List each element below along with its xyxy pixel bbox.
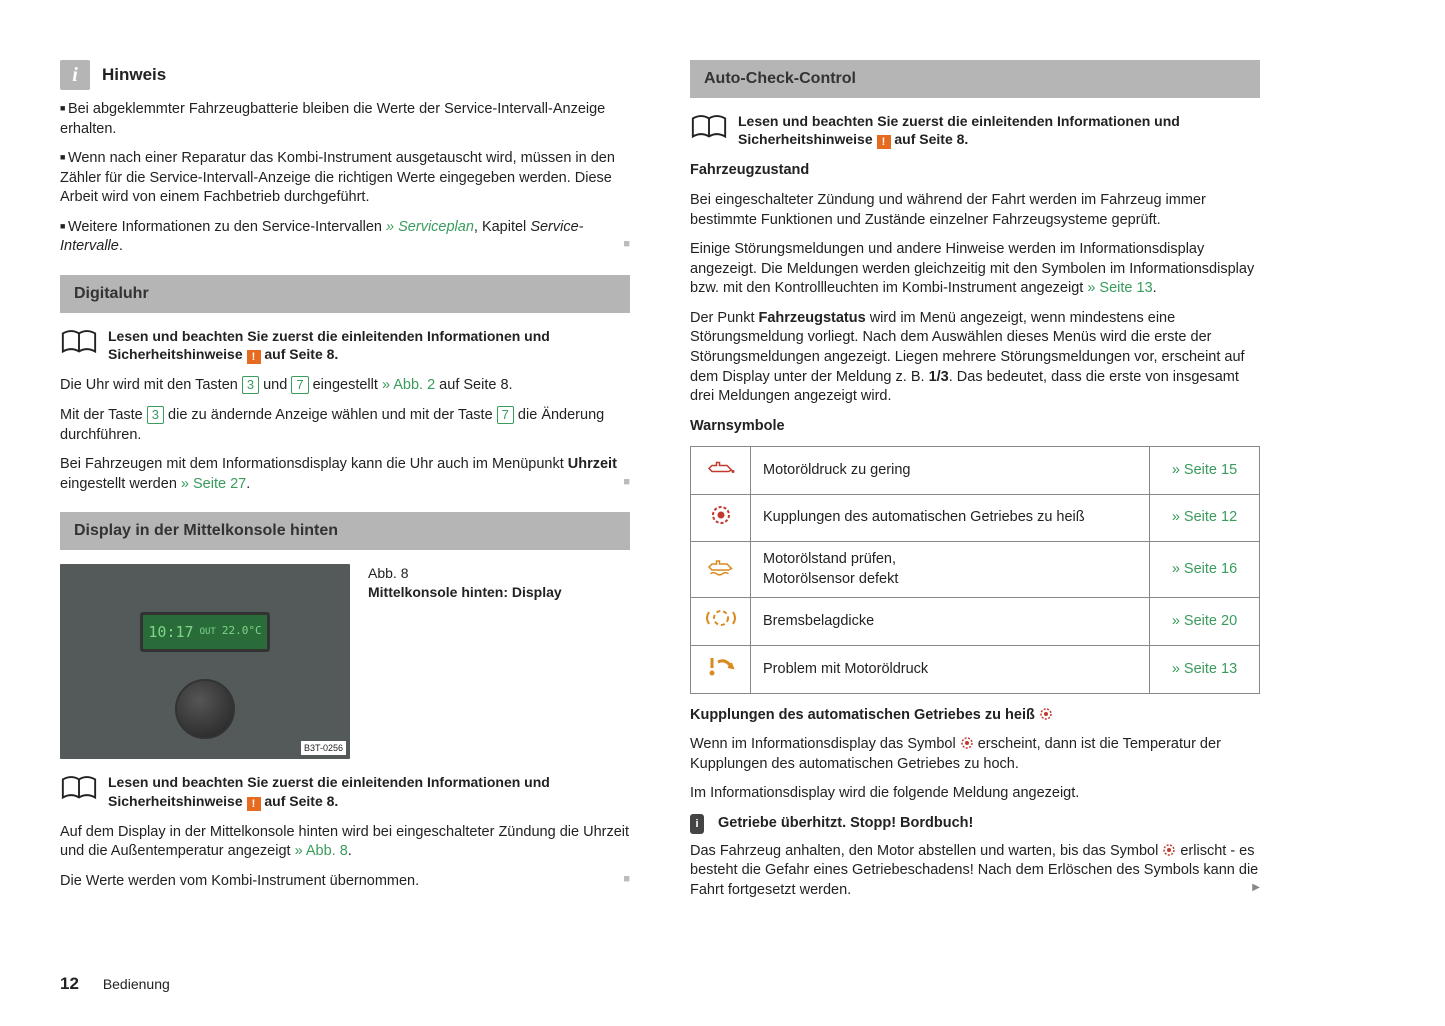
continue-arrow-icon: ▶ bbox=[1252, 881, 1260, 895]
table-cell: Bremsbelagdicke bbox=[751, 598, 1150, 646]
warnsymbole-heading: Warnsymbole bbox=[690, 417, 1260, 437]
book-icon bbox=[60, 773, 98, 810]
info-panel-icon: i bbox=[690, 814, 704, 834]
display-message: i Getriebe überhitzt. Stopp! Bordbuch! bbox=[690, 814, 1260, 834]
seite12-link[interactable]: » Seite 12 bbox=[1172, 509, 1237, 525]
section-display-mittelkonsole: Display in der Mittelkonsole hinten bbox=[60, 512, 630, 550]
chapter-name: Bedienung bbox=[103, 976, 170, 992]
read-first-box-3: Lesen und beachten Sie zuerst die einlei… bbox=[690, 112, 1260, 150]
warning-icon: ! bbox=[247, 350, 261, 364]
warning-icon: ! bbox=[247, 797, 261, 811]
abb8-link[interactable]: » Abb. 8 bbox=[295, 843, 348, 859]
digital-clock-p1: Die Uhr wird mit den Tasten 3 und 7 eing… bbox=[60, 376, 630, 396]
table-cell: Problem mit Motoröldruck bbox=[751, 646, 1150, 694]
table-row: Bremsbelagdicke » Seite 20 bbox=[691, 598, 1260, 646]
table-row: Motorölstand prüfen, Motorölsensor defek… bbox=[691, 542, 1260, 598]
hinweis-bullet-1: Bei abgeklemmter Fahrzeugbatterie bleibe… bbox=[60, 100, 630, 139]
seite20-link[interactable]: » Seite 20 bbox=[1172, 613, 1237, 629]
table-row: Motoröldruck zu gering » Seite 15 bbox=[691, 447, 1260, 495]
display-p2: Die Werte werden vom Kombi-Instrument üb… bbox=[60, 872, 630, 892]
digital-clock-p2: Mit der Taste 3 die zu ändernde Anzeige … bbox=[60, 406, 630, 445]
acc-p2: Einige Störungsmeldungen und andere Hinw… bbox=[690, 240, 1260, 299]
section-end-marker: ■ bbox=[623, 237, 630, 252]
section-digitaluhr: Digitaluhr bbox=[60, 275, 630, 313]
console-display: 10:17 OUT 22.0°C bbox=[140, 612, 270, 652]
read-first-box-1: Lesen und beachten Sie zuerst die einlei… bbox=[60, 327, 630, 365]
warn-symbols-table: Motoröldruck zu gering » Seite 15 Kupplu… bbox=[690, 446, 1260, 693]
table-row: Problem mit Motoröldruck » Seite 13 bbox=[691, 646, 1260, 694]
gear-icon bbox=[960, 736, 974, 750]
warning-icon: ! bbox=[877, 135, 891, 149]
clutch-p1: Wenn im Informationsdisplay das Symbol e… bbox=[690, 735, 1260, 774]
section-end-marker: ■ bbox=[623, 475, 630, 490]
console-knob bbox=[175, 679, 235, 739]
acc-p3: Der Punkt Fahrzeugstatus wird im Menü an… bbox=[690, 309, 1260, 407]
hinweis-title: Hinweis bbox=[102, 64, 166, 87]
abb2-link[interactable]: » Abb. 2 bbox=[382, 377, 435, 393]
seite15-link[interactable]: » Seite 15 bbox=[1172, 462, 1237, 478]
info-icon: i bbox=[60, 60, 90, 90]
oil-problem-icon bbox=[691, 646, 751, 694]
acc-p1: Bei eingeschalteter Zündung und während … bbox=[690, 191, 1260, 230]
hinweis-bullet-2: Wenn nach einer Reparatur das Kombi-Inst… bbox=[60, 149, 630, 208]
right-column: Auto-Check-Control Lesen und beachten Si… bbox=[690, 60, 1260, 911]
serviceplan-link[interactable]: » Serviceplan bbox=[386, 219, 474, 235]
seite16-link[interactable]: » Seite 16 bbox=[1172, 561, 1237, 577]
hinweis-header: i Hinweis bbox=[60, 60, 630, 90]
read-first-box-2: Lesen und beachten Sie zuerst die einlei… bbox=[60, 773, 630, 811]
gear-hot-icon bbox=[691, 494, 751, 542]
page-footer: 12 Bedienung bbox=[60, 973, 170, 996]
page-number: 12 bbox=[60, 974, 79, 993]
key-7: 7 bbox=[291, 376, 308, 394]
book-icon bbox=[60, 327, 98, 364]
oil-pressure-icon bbox=[691, 447, 751, 495]
brake-pad-icon bbox=[691, 598, 751, 646]
section-end-marker: ■ bbox=[623, 872, 630, 887]
section-auto-check: Auto-Check-Control bbox=[690, 60, 1260, 98]
display-p1: Auf dem Display in der Mittelkonsole hin… bbox=[60, 823, 630, 862]
image-code: B3T-0256 bbox=[301, 741, 346, 755]
seite13-link[interactable]: » Seite 13 bbox=[1172, 661, 1237, 677]
key-7: 7 bbox=[497, 406, 514, 424]
oil-level-icon bbox=[691, 542, 751, 598]
book-icon bbox=[690, 112, 728, 149]
table-row: Kupplungen des automatischen Getriebes z… bbox=[691, 494, 1260, 542]
figure-image: 10:17 OUT 22.0°C B3T-0256 bbox=[60, 564, 350, 759]
hinweis-bullet-3: Weitere Informationen zu den Service-Int… bbox=[60, 218, 630, 257]
figure-caption: Abb. 8 Mittelkonsole hinten: Display bbox=[368, 564, 562, 759]
gear-icon bbox=[1039, 707, 1053, 721]
key-3: 3 bbox=[147, 406, 164, 424]
figure-8: 10:17 OUT 22.0°C B3T-0256 Abb. 8 Mittelk… bbox=[60, 564, 630, 759]
left-column: i Hinweis Bei abgeklemmter Fahrzeugbatte… bbox=[60, 60, 630, 911]
clutch-p2: Im Informationsdisplay wird die folgende… bbox=[690, 784, 1260, 804]
clutch-hot-heading: Kupplungen des automatischen Getriebes z… bbox=[690, 706, 1260, 726]
key-3: 3 bbox=[242, 376, 259, 394]
table-cell: Kupplungen des automatischen Getriebes z… bbox=[751, 494, 1150, 542]
table-cell: Motorölstand prüfen, Motorölsensor defek… bbox=[751, 542, 1150, 598]
gear-icon bbox=[1162, 843, 1176, 857]
clutch-p3: Das Fahrzeug anhalten, den Motor abstell… bbox=[690, 842, 1260, 901]
digital-clock-p3: Bei Fahrzeugen mit dem Informationsdispl… bbox=[60, 455, 630, 494]
seite13-link[interactable]: » Seite 13 bbox=[1087, 280, 1152, 296]
seite27-link[interactable]: » Seite 27 bbox=[181, 476, 246, 492]
table-cell: Motoröldruck zu gering bbox=[751, 447, 1150, 495]
fahrzeugzustand-heading: Fahrzeugzustand bbox=[690, 161, 1260, 181]
